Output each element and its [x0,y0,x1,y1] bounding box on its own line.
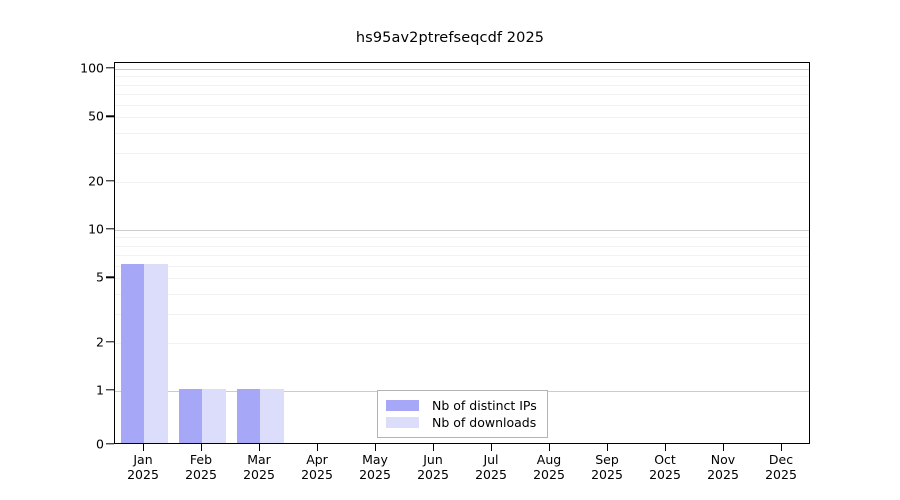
x-tick-year: 2025 [533,467,565,482]
gridline [115,278,809,280]
x-tick-month: Mar [247,452,271,467]
legend-label-downloads: Nb of downloads [432,415,537,430]
x-tick-label: Apr 2025 [301,452,333,482]
x-tick-mark [781,444,783,451]
y-tick-mark [106,340,114,343]
x-tick-year: 2025 [707,467,739,482]
bar [178,389,202,443]
y-tick-label: 2 [96,334,104,350]
gridline [115,265,809,267]
x-tick-year: 2025 [649,467,681,482]
x-tick-mark [665,444,667,451]
x-tick-label: Mar 2025 [243,452,275,482]
x-tick-label: Jun 2025 [417,452,449,482]
x-tick-mark [375,444,377,451]
y-tick-label: 10 [88,221,104,237]
gridline [115,104,809,106]
legend-label-distinct-ips: Nb of distinct IPs [432,398,537,413]
x-tick-year: 2025 [417,467,449,482]
x-tick-year: 2025 [475,467,507,482]
y-tick-label: 1 [96,382,104,398]
bar [120,263,144,443]
y-tick-label: 5 [96,269,104,285]
y-tick-label: 0 [96,436,104,452]
y-tick-mark [106,276,114,279]
y-tick-mark [106,389,114,391]
plot-area [114,62,810,444]
x-tick-mark [201,444,203,451]
bar [260,389,284,443]
gridline [115,76,809,78]
x-tick-year: 2025 [301,467,333,482]
legend-item: Nb of distinct IPs [386,397,537,414]
x-tick-month: Feb [189,452,213,467]
bar [236,389,260,443]
y-tick-mark [106,228,114,230]
gridline [115,133,809,135]
x-tick-mark [143,444,145,451]
gridline [115,294,809,296]
x-tick-month: Nov [710,452,736,467]
x-tick-month: Oct [654,452,676,467]
y-tick-mark [106,67,114,69]
x-tick-year: 2025 [591,467,623,482]
gridline [115,69,809,70]
x-tick-mark [549,444,551,451]
x-tick-mark [723,444,725,451]
x-tick-label: Jan 2025 [127,452,159,482]
x-tick-label: Feb 2025 [185,452,217,482]
x-tick-month: May [362,452,388,467]
x-tick-mark [491,444,493,451]
x-tick-mark [433,444,435,451]
x-tick-label: Aug 2025 [533,452,565,482]
x-tick-label: Dec 2025 [765,452,797,482]
x-tick-label: Nov 2025 [707,452,739,482]
legend-item: Nb of downloads [386,414,537,431]
y-tick-mark [106,179,114,182]
x-tick-month: Jun [423,452,443,467]
gridline [115,342,809,344]
x-tick-month: Dec [768,452,794,467]
gridline [115,230,809,231]
x-tick-month: Jan [133,452,153,467]
y-tick-label: 20 [88,173,104,189]
bar [202,389,226,443]
x-tick-year: 2025 [765,467,797,482]
x-tick-month: Aug [536,452,562,467]
x-tick-year: 2025 [359,467,391,482]
chart-title: hs95av2ptrefseqcdf 2025 [355,30,545,46]
gridline [115,117,809,119]
x-tick-year: 2025 [185,467,217,482]
x-tick-month: Sep [595,452,619,467]
gridline [115,245,809,247]
chart-legend: Nb of distinct IPs Nb of downloads [377,390,548,438]
gridline [115,153,809,155]
x-tick-label: May 2025 [359,452,391,482]
gridline [115,314,809,316]
gridline [115,181,809,183]
x-tick-month: Jul [483,452,499,467]
y-tick-mark [106,443,114,445]
gridline [115,237,809,239]
x-tick-label: Jul 2025 [475,452,507,482]
legend-swatch-downloads [386,417,419,428]
x-tick-month: Apr [306,452,328,467]
gridline [115,84,809,86]
gridline [115,254,809,256]
x-tick-mark [317,444,319,451]
x-tick-mark [607,444,609,451]
x-tick-year: 2025 [127,467,159,482]
x-tick-label: Oct 2025 [649,452,681,482]
legend-swatch-distinct-ips [386,400,419,411]
bar [144,263,168,443]
y-tick-mark [106,115,114,118]
x-tick-label: Sep 2025 [591,452,623,482]
x-tick-year: 2025 [243,467,275,482]
y-tick-label: 100 [80,60,104,76]
y-tick-label: 50 [88,108,104,124]
x-tick-mark [259,444,261,451]
gridline [115,93,809,95]
